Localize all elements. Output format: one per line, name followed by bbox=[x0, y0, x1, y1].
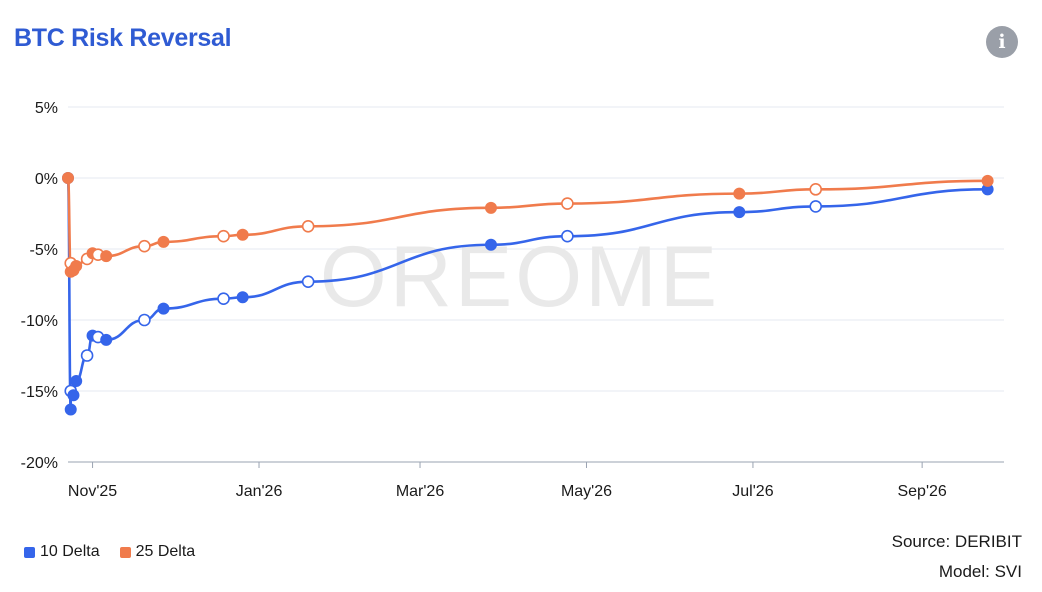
info-icon[interactable]: i bbox=[986, 26, 1018, 58]
data-point[interactable] bbox=[67, 389, 80, 402]
data-point[interactable] bbox=[981, 174, 994, 187]
data-point[interactable] bbox=[809, 183, 823, 196]
data-point[interactable] bbox=[100, 250, 113, 263]
data-point[interactable] bbox=[64, 403, 77, 416]
legend-label-25-delta: 25 Delta bbox=[135, 543, 196, 560]
data-point[interactable] bbox=[236, 291, 249, 304]
data-point[interactable] bbox=[561, 197, 574, 210]
data-point[interactable] bbox=[484, 238, 497, 251]
data-point[interactable] bbox=[138, 313, 151, 327]
x-tick-label: Jan'26 bbox=[236, 483, 283, 500]
data-point[interactable] bbox=[809, 200, 823, 213]
y-tick-label: -10% bbox=[21, 313, 58, 330]
data-point[interactable] bbox=[217, 229, 230, 243]
data-point[interactable] bbox=[62, 172, 74, 184]
x-tick-label: Sep'26 bbox=[897, 483, 946, 500]
data-point[interactable] bbox=[70, 375, 83, 388]
legend-item-25-delta[interactable]: 25 Delta bbox=[119, 543, 196, 561]
legend-swatch-25-delta bbox=[119, 546, 131, 558]
data-point[interactable] bbox=[301, 219, 315, 233]
data-point[interactable] bbox=[733, 206, 746, 219]
chart-title: BTC Risk Reversal bbox=[14, 24, 232, 52]
data-point[interactable] bbox=[70, 260, 83, 273]
data-point[interactable] bbox=[157, 302, 170, 315]
series bbox=[62, 172, 994, 416]
y-tick-label: -5% bbox=[30, 242, 58, 259]
data-point[interactable] bbox=[733, 187, 746, 200]
data-point[interactable] bbox=[484, 201, 497, 214]
data-point[interactable] bbox=[80, 349, 94, 362]
legend-item-10-delta[interactable]: 10 Delta bbox=[24, 543, 100, 561]
x-tick-label: May'26 bbox=[561, 483, 612, 500]
data-point[interactable] bbox=[301, 275, 315, 288]
watermark: OREOME bbox=[320, 229, 720, 325]
legend: 10 Delta 25 Delta bbox=[24, 543, 195, 561]
y-tick-label: -15% bbox=[21, 384, 58, 401]
x-tick-label: Nov'25 bbox=[68, 483, 117, 500]
data-point[interactable] bbox=[100, 333, 113, 346]
data-point[interactable] bbox=[236, 228, 249, 241]
legend-label-10-delta: 10 Delta bbox=[40, 543, 100, 560]
legend-swatch-10-delta bbox=[24, 546, 35, 558]
source-text: Source: DERIBIT bbox=[891, 532, 1022, 551]
x-tick-label: Mar'26 bbox=[396, 483, 445, 500]
axes: 5% 0% -5% -10% -15% -20% Nov'25 Jan'26 Mar'26 May… bbox=[21, 100, 1004, 500]
model-text: Model: SVI bbox=[938, 562, 1022, 581]
data-point[interactable] bbox=[138, 239, 151, 253]
data-point[interactable] bbox=[217, 292, 230, 306]
data-point[interactable] bbox=[561, 229, 574, 243]
y-tick-label: 5% bbox=[35, 100, 58, 117]
y-tick-label: -20% bbox=[21, 455, 58, 472]
source-note: Source: DERIBIT Model: SVI bbox=[892, 527, 1022, 587]
data-point[interactable] bbox=[157, 235, 170, 248]
y-tick-label: 0% bbox=[35, 171, 58, 188]
x-tick-label: Jul'26 bbox=[732, 483, 773, 500]
